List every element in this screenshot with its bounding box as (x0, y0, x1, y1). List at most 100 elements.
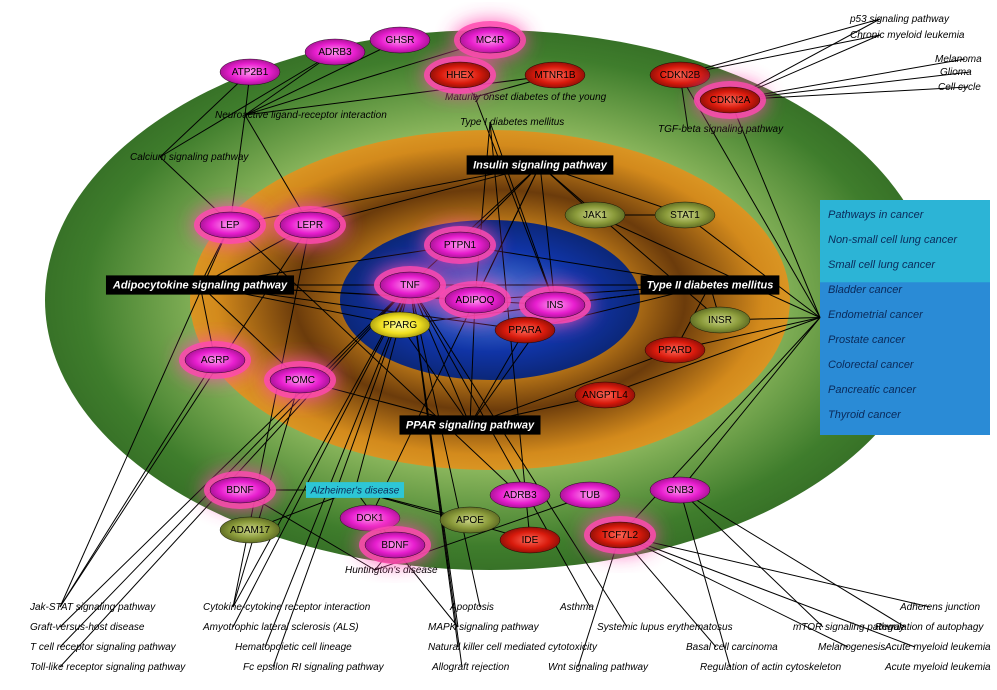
gene-label: MTNR1B (534, 70, 575, 81)
gene-label: CDKN2A (710, 95, 751, 106)
gene-label: PPARG (383, 320, 417, 331)
cancer-list-box: Pathways in cancer Non-small cell lung ca… (820, 200, 990, 435)
gene-label: APOE (456, 515, 484, 526)
disease-box-label: Alzheimer's disease (310, 485, 400, 496)
gene-APOE: APOE (440, 507, 500, 533)
text-label: Cytokine-cytokine receptor interaction (203, 602, 371, 613)
gene-STAT1: STAT1 (655, 202, 715, 228)
gene-label: TUB (580, 490, 600, 501)
text-label: Chronic myeloid leukemia (850, 30, 965, 41)
text-label: Regulation of actin cytoskeleton (700, 662, 842, 673)
gene-label: LEP (221, 220, 240, 231)
cancer-item: Bladder cancer (828, 284, 903, 296)
text-label: Acute myeloid leukemia (884, 662, 991, 673)
gene-label: PPARA (508, 325, 541, 336)
text-label: T cell receptor signaling pathway (30, 642, 177, 653)
gene-label: DOK1 (356, 513, 384, 524)
gene-BDNF2: BDNF (359, 526, 431, 564)
gene-label: PPARD (658, 345, 692, 356)
cancer-item: Endometrial cancer (828, 309, 924, 321)
gene-label: GHSR (386, 35, 415, 46)
pathway-box-label: Insulin signaling pathway (473, 160, 608, 172)
gene-LEP: LEP (194, 206, 266, 244)
gene-PPARD: PPARD (645, 337, 705, 363)
gene-MC4R: MC4R (454, 21, 526, 59)
gene-label: ADAM17 (230, 525, 270, 536)
gene-POMC: POMC (264, 361, 336, 399)
gene-MTNR1B: MTNR1B (525, 62, 585, 88)
text-label: Type I diabetes mellitus (460, 117, 564, 128)
cancer-item: Pathways in cancer (828, 209, 925, 221)
text-label: Asthma (559, 602, 594, 613)
gene-label: HHEX (446, 70, 474, 81)
pathway-box-label: PPAR signaling pathway (406, 420, 535, 432)
text-label: TGF-beta signaling pathway (658, 124, 784, 135)
text-label: Neuroactive ligand-receptor interaction (215, 110, 387, 121)
text-label: Graft-versus-host disease (30, 622, 145, 633)
text-label: Cell cycle (938, 82, 981, 93)
text-label: Glioma (940, 67, 972, 78)
gene-ANGPTL4: ANGPTL4 (575, 382, 635, 408)
gene-CDKN2A: CDKN2A (694, 81, 766, 119)
text-label: p53 signaling pathway (849, 14, 950, 25)
text-label: Jak-STAT signaling pathway (29, 602, 156, 613)
text-label: Regulation of autophagy (875, 622, 984, 633)
gene-label: LEPR (297, 220, 323, 231)
text-label: Hematopoietic cell lineage (235, 642, 352, 653)
text-label: Adherens junction (899, 602, 980, 613)
text-label: Huntington's disease (345, 565, 438, 576)
gene-TNF: TNF (374, 266, 446, 304)
gene-LEPR: LEPR (274, 206, 346, 244)
gene-ADRB3b: ADRB3 (490, 482, 550, 508)
pathway-box-label: Adipocytokine signaling pathway (112, 280, 288, 292)
gene-label: STAT1 (670, 210, 700, 221)
text-label: Toll-like receptor signaling pathway (30, 662, 186, 673)
gene-label: PTPN1 (444, 240, 477, 251)
text-label: Calcium signaling pathway (130, 152, 249, 163)
gene-label: JAK1 (583, 210, 607, 221)
text-label: Melanoma (935, 54, 982, 65)
cancer-item: Non-small cell lung cancer (828, 234, 958, 246)
text-label: Fc epsilon RI signaling pathway (243, 662, 385, 673)
text-label: Amyotrophic lateral sclerosis (ALS) (202, 622, 359, 633)
gene-label: ADRB3 (318, 47, 352, 58)
gene-ADRB3a: ADRB3 (305, 39, 365, 65)
pathway-box-label: Type II diabetes mellitus (647, 280, 774, 292)
gene-label: ADIPOQ (456, 295, 495, 306)
text-label: Basal cell carcinoma (686, 642, 778, 653)
gene-JAK1: JAK1 (565, 202, 625, 228)
gene-label: ATP2B1 (232, 67, 269, 78)
gene-HHEX: HHEX (424, 56, 496, 94)
text-label: Melanogenesis (818, 642, 885, 653)
gene-label: TNF (400, 280, 419, 291)
text-label: Acute myeloid leukemia (884, 642, 991, 653)
gene-label: AGRP (201, 355, 230, 366)
gene-GHSR: GHSR (370, 27, 430, 53)
gene-label: IDE (522, 535, 539, 546)
gene-INSR: INSR (690, 307, 750, 333)
network-diagram: Pathways in cancer Non-small cell lung ca… (0, 0, 997, 690)
gene-label: POMC (285, 375, 315, 386)
gene-label: ADRB3 (503, 490, 537, 501)
text-label: Wnt signaling pathway (548, 662, 649, 673)
gene-ADIPOQ: ADIPOQ (439, 281, 511, 319)
gene-label: INSR (708, 315, 732, 326)
cancer-item: Pancreatic cancer (828, 384, 917, 396)
text-label: Natural killer cell mediated cytotoxicit… (428, 642, 598, 653)
gene-TUB: TUB (560, 482, 620, 508)
gene-ATP2B1: ATP2B1 (220, 59, 280, 85)
gene-label: GNB3 (666, 485, 694, 496)
text-label: Apoptosis (449, 602, 494, 613)
gene-CDKN2B: CDKN2B (650, 62, 710, 88)
gene-label: ANGPTL4 (582, 390, 628, 401)
text-label: Allograft rejection (431, 662, 510, 673)
gene-label: MC4R (476, 35, 504, 46)
text-label: Maturity onset diabetes of the young (445, 92, 607, 103)
gene-BDNF1: BDNF (204, 471, 276, 509)
gene-TCF7L2: TCF7L2 (584, 516, 656, 554)
cancer-item: Small cell lung cancer (828, 259, 936, 271)
gene-label: TCF7L2 (602, 530, 639, 541)
text-label: MAPK signaling pathway (428, 622, 540, 633)
gene-ADAM17: ADAM17 (220, 517, 280, 543)
gene-GNB3: GNB3 (650, 477, 710, 503)
